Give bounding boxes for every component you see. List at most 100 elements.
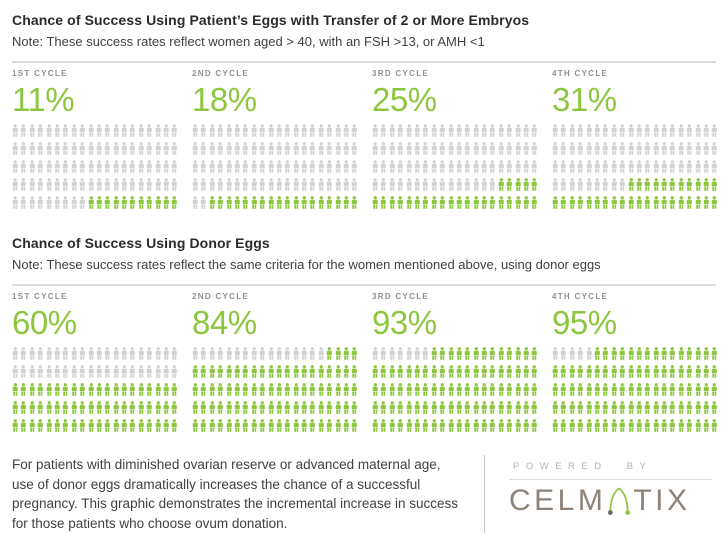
person-icon: [138, 160, 145, 175]
cycle-label: 2ND CYCLE: [192, 69, 250, 78]
person-icon: [171, 383, 178, 398]
person-icon: [259, 347, 266, 362]
person-icon: [481, 365, 488, 380]
person-icon: [129, 142, 136, 157]
person-icon: [171, 365, 178, 380]
person-icon: [602, 347, 609, 362]
person-icon: [431, 196, 438, 211]
person-icon: [397, 347, 404, 362]
person-icon: [439, 347, 446, 362]
person-icon: [113, 178, 120, 193]
person-icon: [146, 178, 153, 193]
person-icon: [62, 401, 69, 416]
person-icon: [138, 178, 145, 193]
person-icon: [422, 142, 429, 157]
person-icon: [602, 383, 609, 398]
person-icon: [695, 196, 702, 211]
person-icon: [380, 419, 387, 434]
person-icon: [406, 347, 413, 362]
person-icon: [628, 419, 635, 434]
person-icon: [209, 160, 216, 175]
person-icon: [37, 124, 44, 139]
pictograph-row: [372, 142, 538, 157]
person-icon: [242, 365, 249, 380]
person-icon: [54, 383, 61, 398]
pictograph-row: [552, 160, 718, 175]
person-icon: [669, 124, 676, 139]
person-icon: [644, 160, 651, 175]
person-icon: [397, 142, 404, 157]
person-icon: [62, 347, 69, 362]
person-icon: [506, 178, 513, 193]
person-icon: [209, 365, 216, 380]
person-icon: [515, 124, 522, 139]
person-icon: [422, 160, 429, 175]
person-icon: [372, 401, 379, 416]
person-icon: [686, 124, 693, 139]
person-icon: [301, 142, 308, 157]
person-icon: [171, 347, 178, 362]
pictograph-row: [192, 124, 358, 139]
person-icon: [301, 124, 308, 139]
person-icon: [611, 196, 618, 211]
person-icon: [628, 365, 635, 380]
person-icon: [703, 365, 710, 380]
person-icon: [703, 196, 710, 211]
person-icon: [515, 365, 522, 380]
person-icon: [661, 178, 668, 193]
person-icon: [113, 196, 120, 211]
person-icon: [326, 401, 333, 416]
person-icon: [644, 142, 651, 157]
person-icon: [515, 178, 522, 193]
person-icon: [71, 347, 78, 362]
person-icon: [113, 365, 120, 380]
person-icon: [318, 401, 325, 416]
person-icon: [569, 365, 576, 380]
person-icon: [594, 142, 601, 157]
person-icon: [121, 401, 128, 416]
person-icon: [200, 178, 207, 193]
person-icon: [88, 160, 95, 175]
pictograph-row: [192, 142, 358, 157]
person-icon: [146, 142, 153, 157]
person-icon: [372, 419, 379, 434]
person-icon: [686, 178, 693, 193]
person-icon: [226, 419, 233, 434]
person-icon: [62, 383, 69, 398]
person-icon: [121, 178, 128, 193]
person-icon: [138, 401, 145, 416]
person-icon: [552, 124, 559, 139]
person-icon: [155, 401, 162, 416]
person-icon: [37, 383, 44, 398]
person-icon: [611, 365, 618, 380]
person-icon: [113, 383, 120, 398]
person-icon: [163, 401, 170, 416]
person-icon: [192, 347, 199, 362]
person-icon: [155, 383, 162, 398]
person-icon: [104, 160, 111, 175]
person-icon: [351, 178, 358, 193]
person-icon: [552, 196, 559, 211]
pictograph-row: [12, 383, 178, 398]
person-icon: [301, 160, 308, 175]
person-icon: [431, 347, 438, 362]
person-icon: [217, 383, 224, 398]
person-icon: [335, 124, 342, 139]
pictograph-row: [12, 196, 178, 211]
pictograph-row: [192, 196, 358, 211]
footer-divider: [484, 455, 485, 533]
person-icon: [569, 383, 576, 398]
person-icon: [234, 196, 241, 211]
person-icon: [594, 178, 601, 193]
person-icon: [397, 383, 404, 398]
person-icon: [121, 160, 128, 175]
person-icon: [335, 347, 342, 362]
person-icon: [531, 365, 538, 380]
person-icon: [96, 178, 103, 193]
person-icon: [104, 178, 111, 193]
person-icon: [88, 142, 95, 157]
person-icon: [506, 401, 513, 416]
person-icon: [431, 160, 438, 175]
person-icon: [12, 196, 19, 211]
person-icon: [192, 383, 199, 398]
